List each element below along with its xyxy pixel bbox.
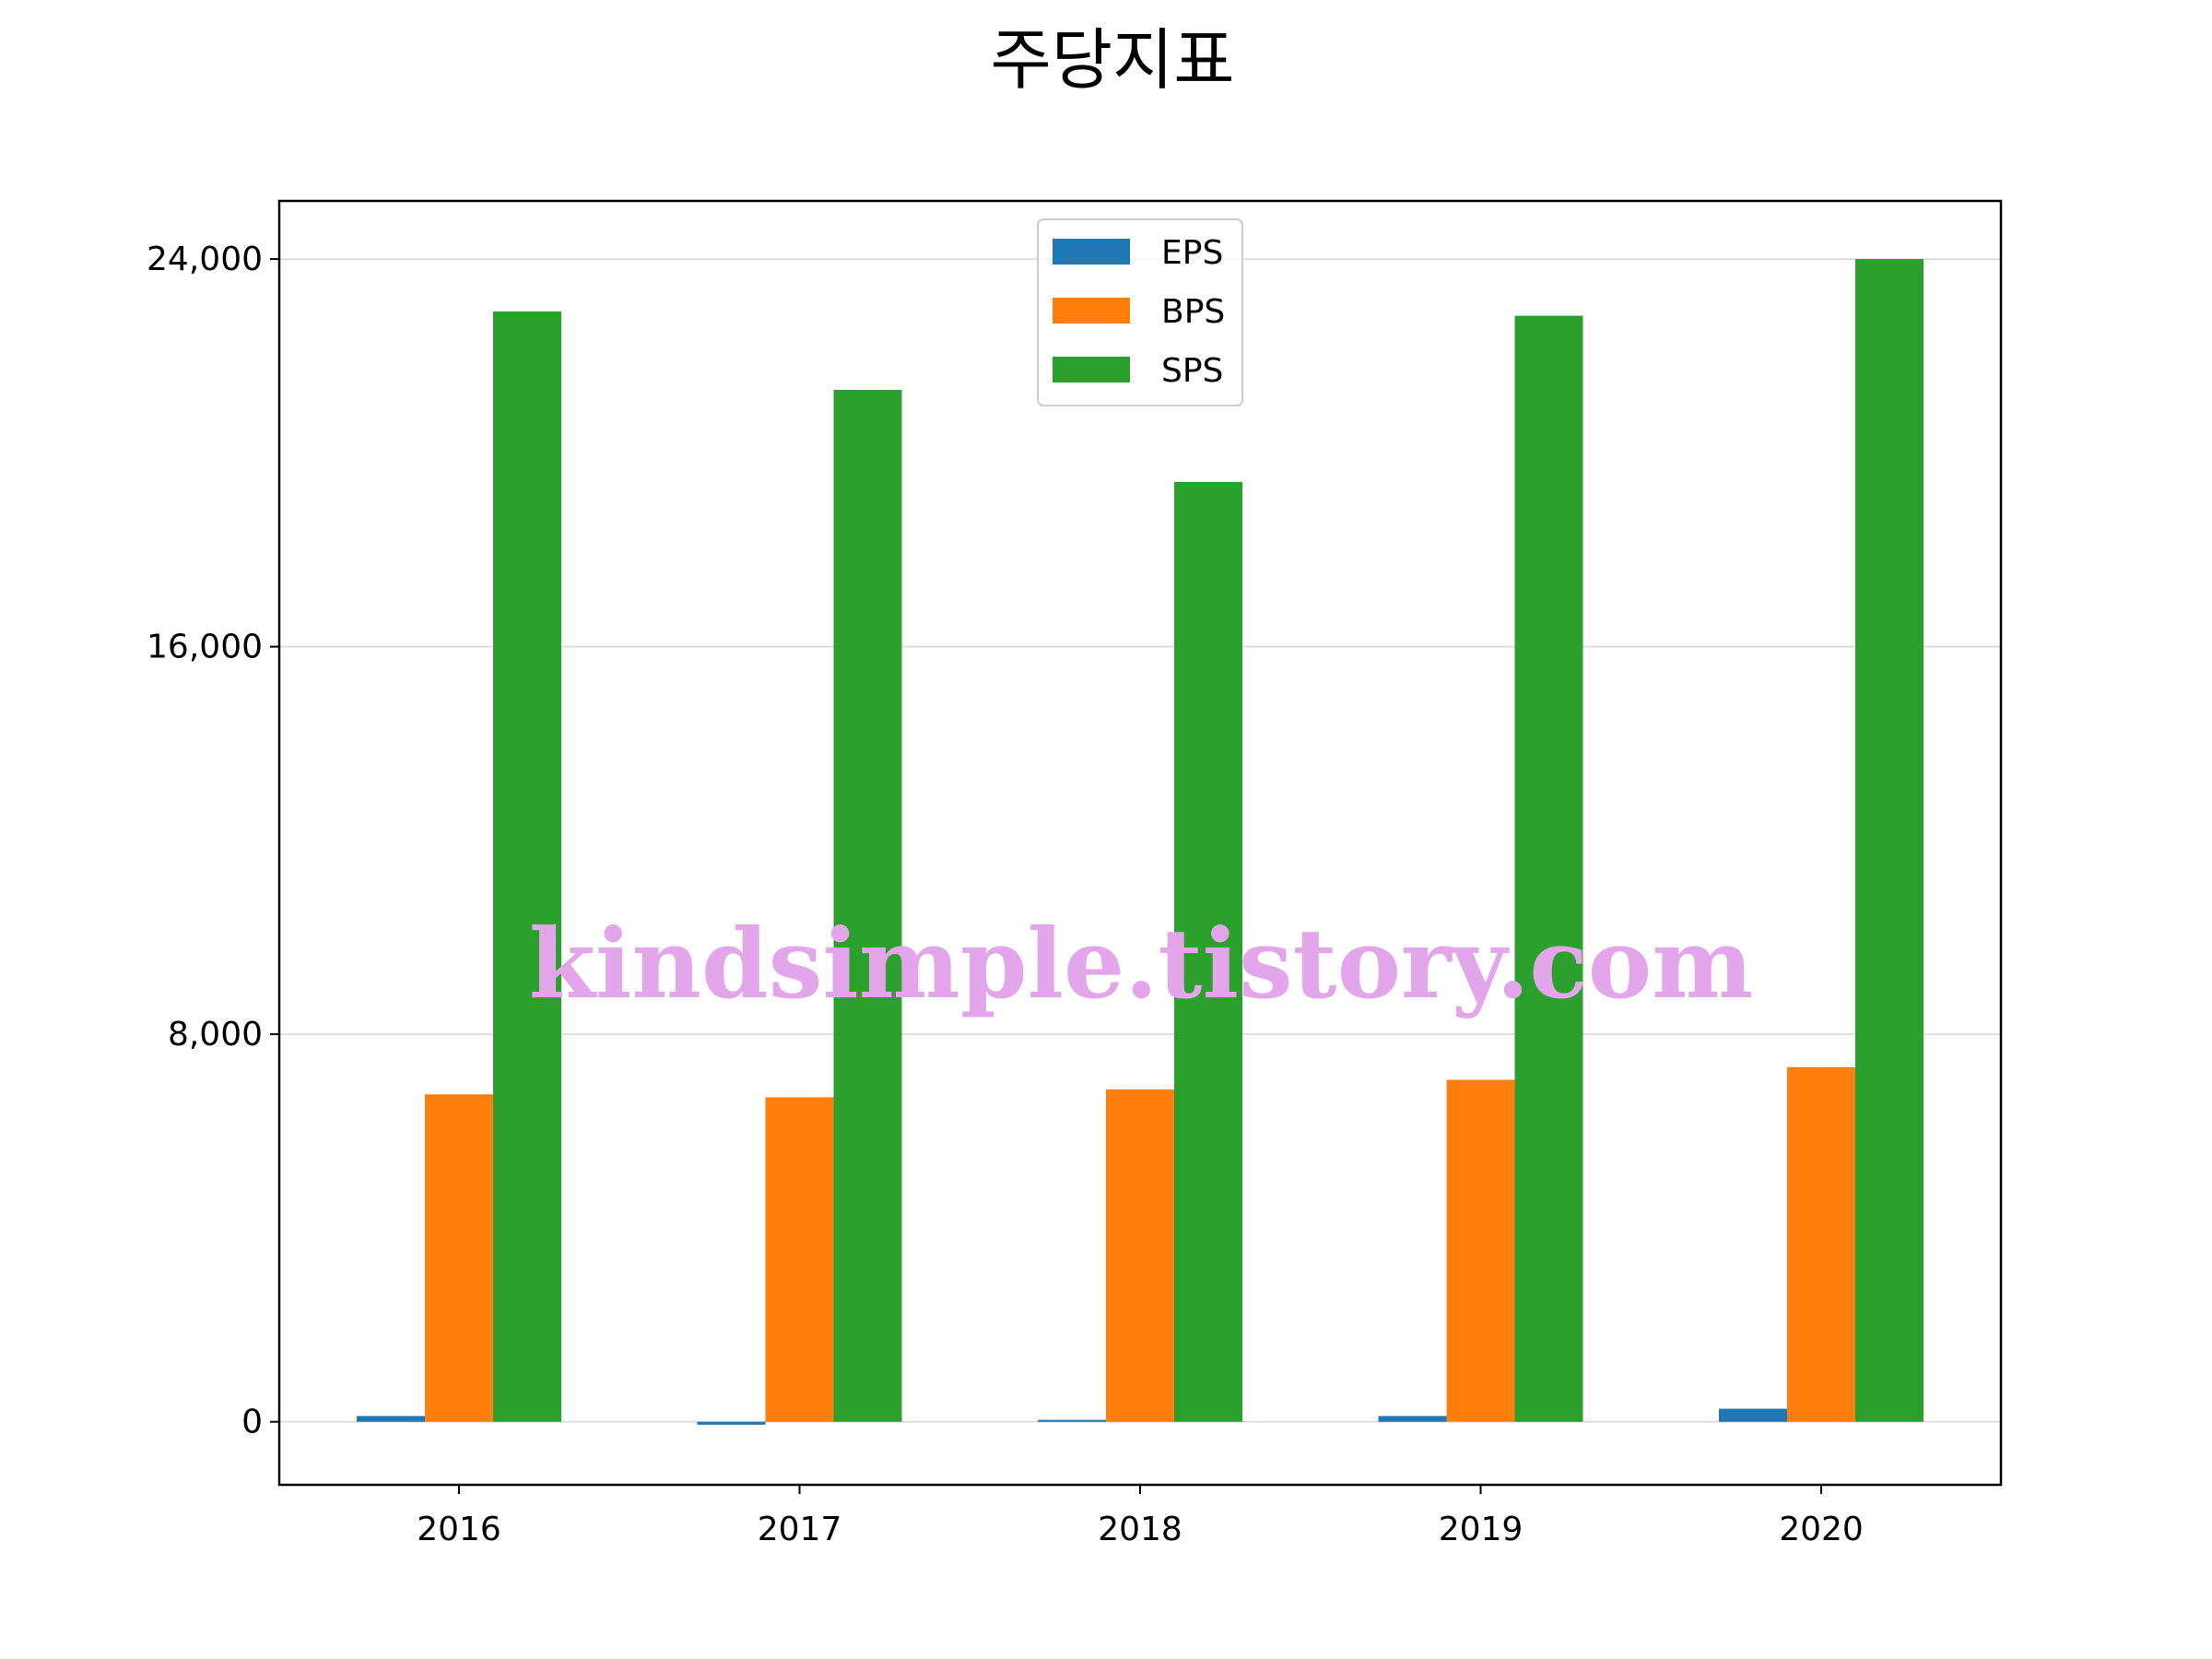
bar-sps-2019 <box>1514 315 1583 1422</box>
bars <box>357 259 1924 1425</box>
x-tick-label-2018: 2018 <box>1098 1511 1182 1548</box>
bar-sps-2018 <box>1174 481 1242 1422</box>
bar-eps-2016 <box>357 1416 425 1422</box>
bar-sps-2017 <box>833 390 902 1422</box>
bar-bps-2019 <box>1446 1079 1515 1422</box>
x-tick-label-2017: 2017 <box>758 1511 842 1548</box>
bar-eps-2017 <box>697 1421 766 1425</box>
legend-label-eps: EPS <box>1161 234 1223 272</box>
y-tick-label-1: 8,000 <box>168 1016 263 1053</box>
x-tick-label-2020: 2020 <box>1779 1511 1864 1548</box>
legend-swatch-bps <box>1053 298 1130 324</box>
bar-bps-2020 <box>1787 1066 1855 1422</box>
legend-swatch-eps <box>1053 239 1130 265</box>
watermark: kindsimple.tistory.com <box>529 907 1753 1020</box>
x-tick-label-2016: 2016 <box>417 1511 501 1548</box>
bar-bps-2017 <box>765 1097 834 1422</box>
bar-sps-2016 <box>493 311 561 1422</box>
y-axis: 0 8,000 16,000 24,000 <box>147 241 279 1441</box>
bar-sps-2020 <box>1855 259 1924 1422</box>
y-tick-label-3: 24,000 <box>147 241 263 278</box>
legend-label-bps: BPS <box>1161 293 1225 331</box>
bar-bps-2016 <box>425 1094 493 1422</box>
bar-eps-2019 <box>1378 1416 1447 1422</box>
y-tick-label-2: 16,000 <box>147 629 263 666</box>
legend-swatch-sps <box>1053 357 1130 382</box>
x-tick-label-2019: 2019 <box>1439 1511 1524 1548</box>
y-tick-label-0: 0 <box>241 1404 263 1441</box>
chart-title: 주당지표 <box>991 21 1235 99</box>
legend-label-sps: SPS <box>1161 352 1223 390</box>
bar-eps-2018 <box>1038 1419 1106 1422</box>
legend: EPS BPS SPS <box>1037 218 1243 406</box>
x-axis: 2016 2017 2018 2019 2020 <box>417 1485 1864 1548</box>
bar-eps-2020 <box>1719 1408 1787 1422</box>
bar-bps-2018 <box>1106 1089 1174 1422</box>
